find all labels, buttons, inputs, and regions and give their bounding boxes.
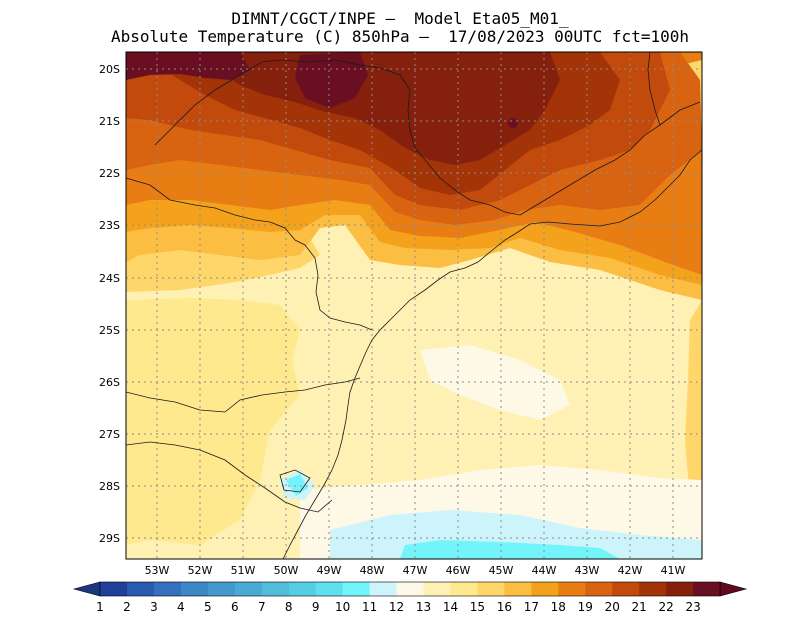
colorbar-label: 1	[96, 600, 104, 614]
colorbar-swatch	[450, 582, 478, 596]
title-line-2: Absolute Temperature (C) 850hPa – 17/08/…	[111, 27, 689, 46]
lon-label: 47W	[403, 564, 428, 577]
field-band-10	[400, 540, 620, 559]
lon-label: 42W	[618, 564, 643, 577]
colorbar-label: 11	[362, 600, 377, 614]
colorbar-swatch	[585, 582, 613, 596]
colorbar-swatch	[100, 582, 128, 596]
colorbar-label: 19	[578, 600, 593, 614]
colorbar-swatch	[180, 582, 209, 596]
field-band-14	[126, 298, 300, 545]
colorbar-label: 22	[659, 600, 674, 614]
colorbar-under-arrow	[72, 581, 101, 597]
colorbar-label: 5	[204, 600, 212, 614]
colorbar-swatch	[693, 582, 721, 596]
lon-label: 50W	[274, 564, 299, 577]
lon-label: 46W	[446, 564, 471, 577]
title-line-1: DIMNT/CGCT/INPE – Model Eta05_M01_	[231, 9, 569, 28]
lon-label: 51W	[231, 564, 256, 577]
colorbar-label: 6	[231, 600, 239, 614]
lat-label: 20S	[99, 63, 120, 76]
lon-label: 45W	[489, 564, 514, 577]
colorbar-label: 20	[605, 600, 620, 614]
lon-label: 44W	[532, 564, 557, 577]
colorbar-label: 21	[632, 600, 647, 614]
colorbar: 1 2 3 4 5 6 7 8 9 10 11 12 13 14 15 16 17 18 19 20 21 22 23	[72, 581, 748, 614]
lake-sc	[279, 469, 311, 493]
colorbar-swatch	[423, 582, 451, 596]
colorbar-swatch	[234, 582, 263, 596]
colorbar-swatch	[396, 582, 424, 596]
colorbar-label: 13	[416, 600, 431, 614]
lon-label: 41W	[661, 564, 686, 577]
colorbar-label: 4	[177, 600, 185, 614]
lat-label: 26S	[99, 376, 120, 389]
border-pr-sc	[126, 377, 361, 413]
border-es-mg	[647, 52, 661, 126]
colorbar-swatch	[126, 582, 155, 596]
colorbar-swatch	[477, 582, 505, 596]
colorbar-swatch	[261, 582, 290, 596]
map-frame	[125, 51, 703, 560]
lat-label: 22S	[99, 167, 120, 180]
colorbar-label: 3	[150, 600, 158, 614]
field-band-23-b	[295, 52, 368, 108]
field-band-22	[200, 52, 560, 165]
colorbar-swatch	[504, 582, 532, 596]
colorbar-swatch	[558, 582, 586, 596]
colorbar-swatch	[666, 582, 694, 596]
colorbar-label: 23	[685, 600, 700, 614]
colorbar-label: 12	[389, 600, 404, 614]
colorbar-swatch	[369, 582, 397, 596]
field-band-10-b	[286, 474, 308, 496]
colorbar-label: 15	[470, 600, 485, 614]
border-ms-pr	[126, 177, 373, 331]
colorbar-over-arrow	[719, 581, 748, 597]
colorbar-swatch	[288, 582, 317, 596]
colorbar-label: 14	[443, 600, 458, 614]
lon-axis: 53W 52W 51W 50W 49W 48W 47W 46W 45W 44W …	[145, 564, 686, 577]
colorbar-label: 10	[335, 600, 350, 614]
colorbar-label: 17	[524, 600, 539, 614]
colorbar-swatch	[531, 582, 559, 596]
colorbar-label: 8	[285, 600, 293, 614]
lat-label: 27S	[99, 428, 120, 441]
lon-label: 53W	[145, 564, 170, 577]
colorbar-label: 7	[258, 600, 266, 614]
lat-label: 21S	[99, 115, 120, 128]
field-band-12-a	[420, 345, 570, 420]
colorbar-swatch	[639, 582, 667, 596]
political-borders	[126, 52, 702, 559]
colorbar-swatch	[315, 582, 344, 596]
lon-label: 43W	[575, 564, 600, 577]
lat-label: 23S	[99, 219, 120, 232]
field-band-15-east	[685, 300, 702, 520]
border-rj-mg	[519, 101, 701, 216]
lat-label: 24S	[99, 272, 120, 285]
colorbar-swatch	[612, 582, 640, 596]
lat-label: 28S	[99, 480, 120, 493]
lon-label: 49W	[317, 564, 342, 577]
lon-label: 52W	[188, 564, 213, 577]
colorbar-label: 16	[497, 600, 512, 614]
colorbar-swatch	[153, 582, 182, 596]
lon-label: 48W	[360, 564, 385, 577]
colorbar-label: 18	[551, 600, 566, 614]
border-mg-sp	[154, 59, 521, 216]
border-sc-rs	[126, 441, 333, 513]
colorbar-swatch	[207, 582, 236, 596]
colorbar-frame	[99, 581, 721, 597]
colorbar-label: 2	[123, 600, 131, 614]
colorbar-swatch	[342, 582, 370, 596]
field-hotspot	[508, 118, 518, 128]
temperature-field	[126, 52, 702, 559]
lat-axis: 20S 21S 22S 23S 24S 25S 26S 27S 28S 29S	[99, 63, 120, 545]
grid-lines	[126, 52, 702, 559]
lat-label: 29S	[99, 532, 120, 545]
coastline	[282, 149, 702, 559]
lat-label: 25S	[99, 324, 120, 337]
colorbar-label: 9	[312, 600, 320, 614]
